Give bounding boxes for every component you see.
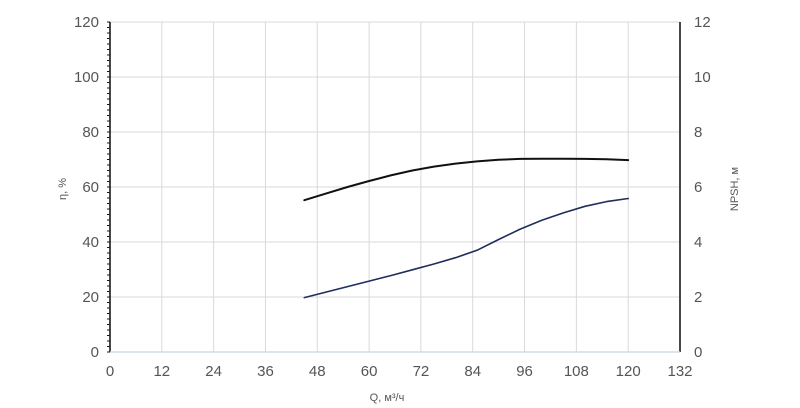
y-left-tick-label: 40 — [82, 234, 99, 251]
npsh-series-line — [303, 197, 630, 299]
x-tick-label: 72 — [413, 363, 430, 380]
y-left-tick-label: 60 — [82, 179, 99, 196]
y-left-tick-label: 80 — [82, 124, 99, 141]
x-tick-label: 60 — [361, 363, 378, 380]
x-axis-title: Q, м³/ч — [370, 392, 405, 404]
y-right-tick-label: 0 — [694, 344, 702, 361]
axes — [107, 21, 681, 353]
y-left-tick-label: 0 — [91, 344, 99, 361]
y-left-tick-label: 120 — [74, 14, 99, 31]
y-left-tick-label: 100 — [74, 69, 99, 86]
y-right-tick-label: 8 — [694, 124, 702, 141]
x-tick-label: 48 — [309, 363, 326, 380]
y-right-tick-label: 2 — [694, 289, 702, 306]
y-left-axis-title: η, % — [57, 178, 69, 200]
y-left-tick-label: 20 — [82, 289, 99, 306]
y-right-tick-label: 12 — [694, 14, 711, 31]
x-tick-label: 120 — [616, 363, 641, 380]
x-tick-label: 36 — [257, 363, 274, 380]
y-right-tick-label: 10 — [694, 69, 711, 86]
x-tick-label: 0 — [106, 363, 114, 380]
x-tick-label: 84 — [464, 363, 481, 380]
y-right-axis-title: NPSH, м — [729, 167, 741, 211]
x-tick-label: 12 — [153, 363, 170, 380]
series-layer — [303, 157, 630, 299]
tick-labels: 0 12 24 36 48 60 72 84 96 108 120 13202040608010012… — [74, 14, 711, 380]
y-right-tick-label: 6 — [694, 179, 702, 196]
x-tick-label: 24 — [205, 363, 222, 380]
x-tick-label: 108 — [564, 363, 589, 380]
y-right-tick-label: 4 — [694, 234, 702, 251]
x-tick-label: 96 — [516, 363, 533, 380]
efficiency-series-line — [303, 157, 630, 202]
grid — [110, 21, 680, 352]
x-tick-label: 132 — [667, 363, 692, 380]
